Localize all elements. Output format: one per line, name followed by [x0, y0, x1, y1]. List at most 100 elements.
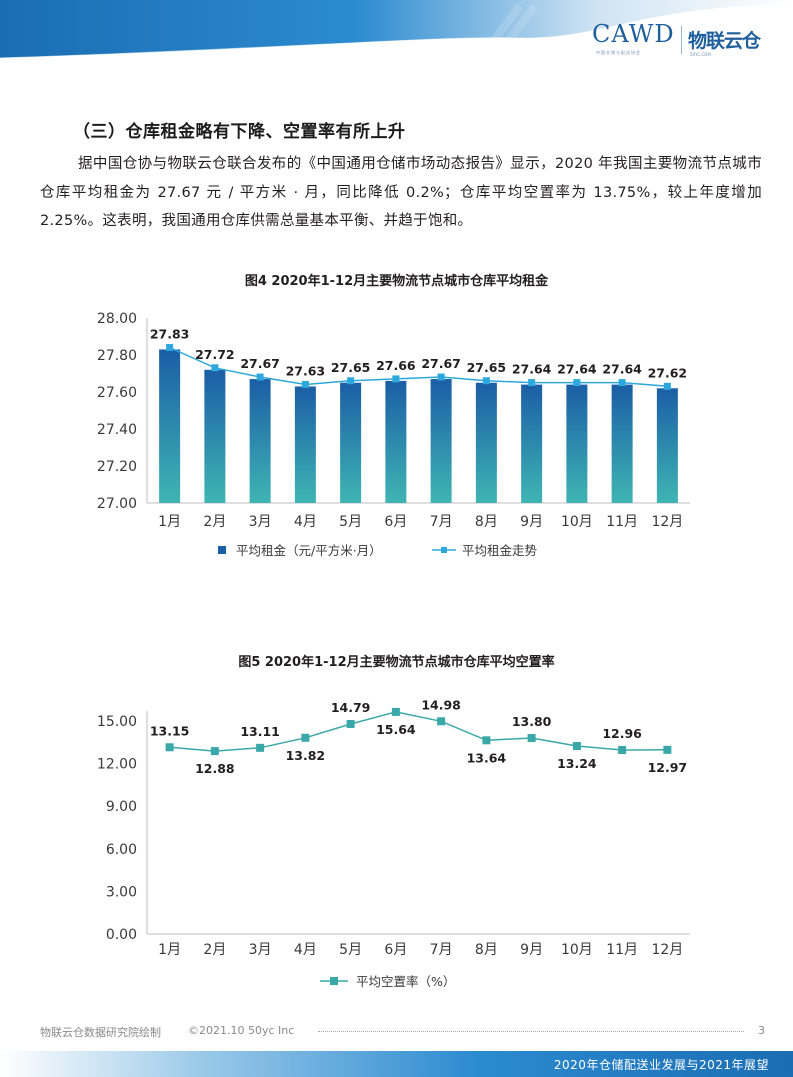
vacancy-data-label: 13.15: [150, 723, 190, 738]
y-tick-label: 9.00: [106, 799, 137, 815]
bottom-banner: [0, 1051, 793, 1077]
rent-data-label: 27.64: [557, 362, 597, 377]
x-tick-label: 9月: [520, 942, 543, 958]
rent-trend-marker: [211, 364, 219, 372]
rent-trend-marker: [256, 373, 264, 381]
vacancy-data-label: 13.82: [286, 748, 326, 763]
logo-divider: [681, 26, 682, 54]
x-tick-label: 11月: [606, 514, 638, 530]
chart4-title: 图4 2020年1-12月主要物流节点城市仓库平均租金: [244, 274, 549, 289]
x-tick-label: 5月: [339, 514, 362, 530]
rent-bar: [385, 380, 407, 503]
rent-bar: [204, 369, 226, 503]
rent-trend-marker: [437, 373, 445, 381]
y-tick-label: 15.00: [97, 714, 137, 730]
page-number: 3: [758, 1024, 765, 1037]
rent-bar: [159, 349, 181, 503]
rent-trend-line: [169, 346, 668, 388]
rent-bar: [249, 379, 271, 503]
x-tick-label: 2月: [203, 942, 226, 958]
rent-trend-marker: [347, 377, 355, 385]
vacancy-marker: [165, 743, 174, 752]
x-tick-label: 4月: [294, 942, 317, 958]
x-tick-label: 1月: [158, 514, 181, 530]
footer-copyright: ©2021.10 50yc Inc: [188, 1024, 295, 1037]
legend-line-label: 平均空置率（%）: [356, 974, 455, 989]
vacancy-data-label: 13.11: [240, 724, 280, 739]
footer-source: 物联云仓数据研究院绘制: [40, 1026, 161, 1039]
legend-line-marker: [441, 547, 447, 553]
rent-trend-marker: [573, 379, 581, 387]
x-tick-label: 12月: [651, 942, 683, 958]
x-tick-label: 6月: [384, 942, 407, 958]
legend-bar-label: 平均租金（元/平方米·月）: [236, 543, 382, 558]
vacancy-data-label: 15.64: [376, 722, 416, 737]
vacancy-marker: [391, 707, 400, 716]
legend-line-label: 平均租金走势: [462, 543, 538, 558]
rent-data-label: 27.72: [195, 347, 235, 362]
legend-bar-swatch: [218, 546, 226, 554]
y-tick-label: 27.20: [97, 459, 137, 475]
rent-trend-marker: [301, 380, 309, 388]
rent-data-label: 27.65: [467, 360, 507, 375]
vacancy-marker: [210, 747, 219, 756]
rent-bar: [611, 384, 633, 503]
rent-trend-marker: [618, 379, 626, 387]
rent-data-label: 27.64: [512, 362, 552, 377]
vacancy-data-label: 12.96: [602, 726, 642, 741]
vacancy-data-label: 13.80: [512, 714, 552, 729]
chart5-title: 图5 2020年1-12月主要物流节点城市仓库平均空置率: [238, 655, 555, 670]
vacancy-marker: [663, 745, 672, 754]
rent-data-label: 27.63: [286, 363, 326, 378]
vacancy-chart: 15.00 12.00 9.00 6.00 3.00 0.00 13.15 12.88 13.1…: [97, 697, 690, 989]
vacancy-marker: [572, 741, 581, 750]
x-tick-label: 7月: [430, 942, 453, 958]
x-tick-label: 7月: [430, 514, 453, 530]
vacancy-data-label: 14.98: [421, 697, 461, 712]
rent-trend-marker: [392, 375, 400, 383]
rent-trend-marker: [482, 377, 490, 385]
y-tick-label: 3.00: [106, 884, 137, 900]
rent-data-label: 27.67: [240, 356, 280, 371]
y-tick-label: 0.00: [106, 927, 137, 943]
rent-bar: [521, 384, 543, 503]
rent-bar: [656, 388, 678, 503]
x-tick-label: 4月: [294, 514, 317, 530]
x-tick-label: 3月: [249, 514, 272, 530]
wuliancang-logo-subtitle: 50YC.COM: [690, 52, 711, 57]
rent-bar: [340, 382, 362, 503]
vacancy-data-label: 13.24: [557, 756, 597, 771]
x-tick-label: 5月: [339, 942, 362, 958]
y-tick-label: 27.60: [97, 385, 137, 401]
vacancy-data-label: 12.97: [648, 760, 688, 775]
x-tick-label: 12月: [651, 514, 683, 530]
vacancy-marker: [346, 719, 355, 728]
rent-chart: 28.00 27.80 27.60 27.40 27.20 27.00 27.83 27.72…: [97, 311, 690, 558]
vacancy-data-label: 14.79: [331, 700, 371, 715]
section-title: （三）仓库租金略有下降、空置率有所上升: [73, 122, 406, 142]
x-tick-label: 3月: [249, 942, 272, 958]
y-tick-label: 27.40: [97, 422, 137, 438]
vacancy-data-label: 12.88: [195, 761, 235, 776]
rent-bar: [475, 382, 497, 503]
vacancy-marker: [527, 734, 536, 743]
vacancy-marker: [256, 743, 265, 752]
rent-data-label: 27.65: [331, 360, 371, 375]
x-tick-label: 10月: [561, 942, 593, 958]
y-tick-label: 28.00: [97, 311, 137, 327]
y-tick-label: 6.00: [106, 842, 137, 858]
rent-bar: [294, 386, 316, 503]
rent-data-label: 27.83: [150, 326, 190, 341]
y-tick-label: 27.80: [97, 348, 137, 364]
rent-data-label: 27.64: [602, 362, 642, 377]
legend-line-marker: [330, 977, 338, 985]
x-tick-label: 8月: [475, 514, 498, 530]
y-tick-label: 12.00: [97, 757, 137, 773]
vacancy-line: [169, 711, 668, 752]
x-tick-label: 2月: [203, 514, 226, 530]
rent-data-label: 27.66: [376, 358, 416, 373]
rent-bar: [566, 384, 588, 503]
rent-data-label: 27.62: [648, 365, 688, 380]
x-tick-label: 9月: [520, 514, 543, 530]
wuliancang-logo: 物联云仓: [688, 30, 761, 52]
